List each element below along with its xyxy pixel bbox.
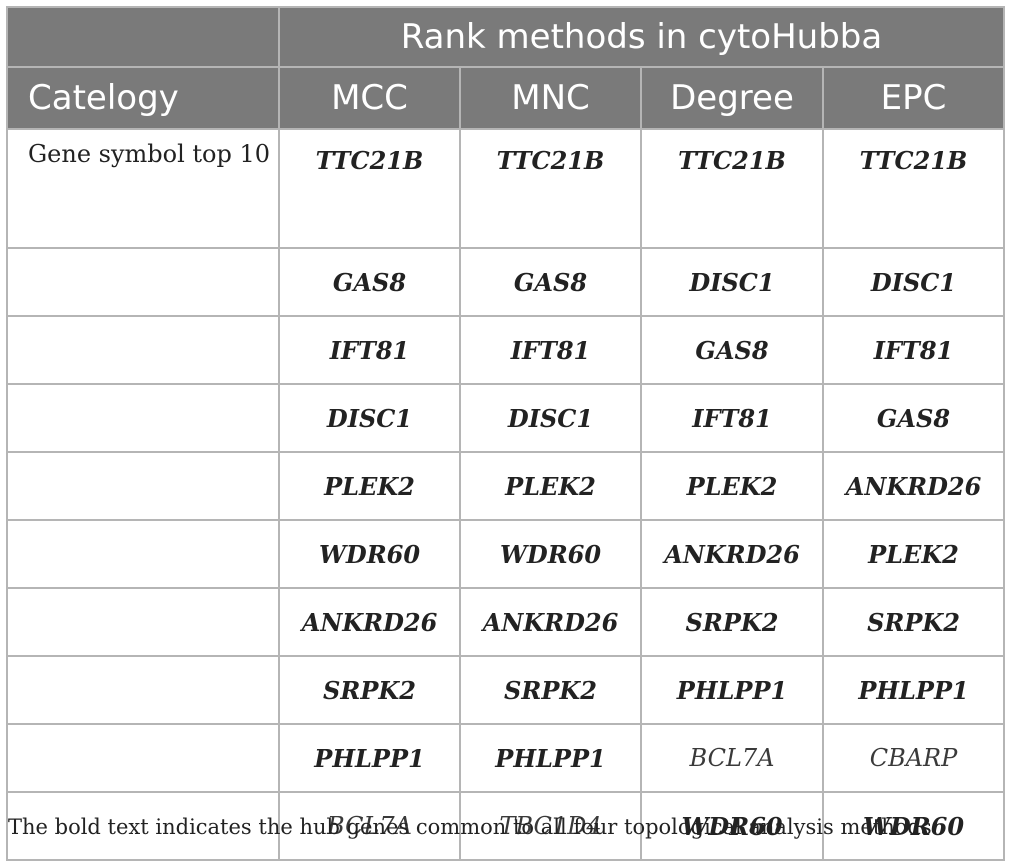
gene-cell: DISC1 xyxy=(640,247,824,317)
gene-cell: PHLPP1 xyxy=(278,723,461,793)
table-row: SRPK2 SRPK2 PHLPP1 PHLPP1 xyxy=(6,655,1006,725)
category-cell xyxy=(6,655,280,725)
method-header-mcc: MCC xyxy=(278,66,461,130)
gene-cell: BCL7A xyxy=(640,723,824,793)
header-row-group: Rank methods in cytoHubba xyxy=(6,6,1006,68)
gene-cell: PHLPP1 xyxy=(459,723,642,793)
rank-methods-header: Rank methods in cytoHubba xyxy=(277,6,1006,68)
gene-cell: PLEK2 xyxy=(821,519,1006,589)
gene-cell: SRPK2 xyxy=(278,655,461,725)
gene-cell: CBARP xyxy=(821,723,1006,793)
method-header-mnc: MNC xyxy=(459,66,642,130)
gene-cell: DISC1 xyxy=(459,383,642,453)
gene-cell: TTC21B xyxy=(278,128,461,249)
category-cell xyxy=(6,723,280,793)
hub-gene-table-container: Rank methods in cytoHubba Catelogy MCC M… xyxy=(6,6,1006,861)
gene-cell: TTC21B xyxy=(459,128,642,249)
gene-cell: DISC1 xyxy=(821,247,1006,317)
table-row: Gene symbol top 10 TTC21B TTC21B TTC21B TTC2… xyxy=(6,128,1006,249)
gene-cell: PHLPP1 xyxy=(640,655,824,725)
table-row: DISC1 DISC1 IFT81 GAS8 xyxy=(6,383,1006,453)
hub-gene-table: Rank methods in cytoHubba Catelogy MCC M… xyxy=(6,6,1006,861)
gene-cell: GAS8 xyxy=(821,383,1006,453)
table-body: Gene symbol top 10 TTC21B TTC21B TTC21B TTC2… xyxy=(6,128,1006,861)
category-cell xyxy=(6,519,280,589)
gene-cell: WDR60 xyxy=(278,519,461,589)
gene-cell: IFT81 xyxy=(821,315,1006,385)
category-cell xyxy=(6,247,280,317)
table-row: PHLPP1 PHLPP1 BCL7A CBARP xyxy=(6,723,1006,793)
gene-cell: PLEK2 xyxy=(459,451,642,521)
category-cell xyxy=(6,315,280,385)
category-cell xyxy=(6,451,280,521)
gene-cell: IFT81 xyxy=(278,315,461,385)
table-header: Rank methods in cytoHubba Catelogy MCC M… xyxy=(6,6,1006,130)
gene-cell: ANKRD26 xyxy=(278,587,461,657)
gene-cell: GAS8 xyxy=(640,315,824,385)
table-row: PLEK2 PLEK2 PLEK2 ANKRD26 xyxy=(6,451,1006,521)
gene-cell: TTC21B xyxy=(821,128,1006,249)
gene-cell: PLEK2 xyxy=(278,451,461,521)
gene-cell: ANKRD26 xyxy=(640,519,824,589)
gene-cell: DISC1 xyxy=(278,383,461,453)
gene-cell: WDR60 xyxy=(459,519,642,589)
table-row: ANKRD26 ANKRD26 SRPK2 SRPK2 xyxy=(6,587,1006,657)
method-header-epc: EPC xyxy=(821,66,1006,130)
gene-cell: SRPK2 xyxy=(821,587,1006,657)
table-row: GAS8 GAS8 DISC1 DISC1 xyxy=(6,247,1006,317)
gene-cell: IFT81 xyxy=(640,383,824,453)
gene-cell: TTC21B xyxy=(640,128,824,249)
table-row: IFT81 IFT81 GAS8 IFT81 xyxy=(6,315,1006,385)
gene-cell: ANKRD26 xyxy=(459,587,642,657)
gene-cell: PLEK2 xyxy=(640,451,824,521)
header-row-methods: Catelogy MCC MNC Degree EPC xyxy=(6,66,1006,130)
category-cell xyxy=(6,383,280,453)
category-header: Catelogy xyxy=(6,66,280,130)
gene-cell: PHLPP1 xyxy=(821,655,1006,725)
table-footnote: The bold text indicates the hub genes co… xyxy=(8,815,939,839)
gene-cell: GAS8 xyxy=(278,247,461,317)
gene-cell: ANKRD26 xyxy=(821,451,1006,521)
method-header-degree: Degree xyxy=(640,66,824,130)
category-cell: Gene symbol top 10 xyxy=(6,128,280,249)
category-cell xyxy=(6,587,280,657)
header-empty-cell xyxy=(6,6,280,68)
gene-cell: SRPK2 xyxy=(640,587,824,657)
gene-cell: SRPK2 xyxy=(459,655,642,725)
gene-cell: IFT81 xyxy=(459,315,642,385)
table-row: WDR60 WDR60 ANKRD26 PLEK2 xyxy=(6,519,1006,589)
gene-cell: GAS8 xyxy=(459,247,642,317)
